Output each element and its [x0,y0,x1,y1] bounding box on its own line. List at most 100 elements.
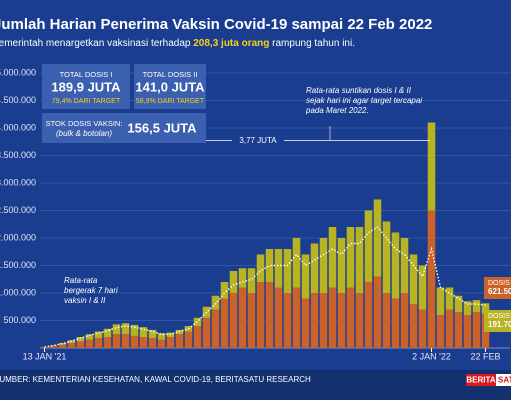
bar [157,333,166,340]
bar [364,282,373,348]
bar [139,337,148,348]
bar [301,298,310,348]
y-tick-label: 3.000.000 [0,177,36,187]
bar [211,295,220,310]
y-tick-label: 4.000.000 [0,122,36,132]
bar [220,298,229,348]
bar [391,298,400,348]
bar [481,303,490,314]
logo-right [496,374,511,386]
stock-value: 156,5 JUTA [127,120,197,135]
bar [256,282,265,348]
bar [193,326,202,348]
bar [337,293,346,348]
bar [238,287,247,348]
bar [454,312,463,348]
bar [292,238,301,288]
bar [463,301,472,315]
x-tick-label: 22 FEB [470,351,500,361]
y-tick-label: 2.000.000 [0,232,36,242]
bar [265,282,274,348]
bar [85,334,94,340]
bar [94,331,103,339]
bar [274,287,283,348]
average-note: Rata-rata bergerak 7 hari vaksin I & II [64,276,118,305]
stat-box [134,64,206,109]
bar [328,227,337,288]
stock-note: (bulk & botolan) [56,129,112,138]
chart-title: Jumlah Harian Penerima Vaksin Covid-19 s… [0,16,432,33]
bar [103,337,112,348]
bar [193,317,202,326]
bar [472,300,481,313]
bar [409,304,418,348]
bar [274,249,283,288]
bar [85,339,94,348]
bar [445,287,454,310]
bar [40,346,49,348]
bar [382,221,391,293]
bar [148,338,157,348]
bar [166,337,175,348]
bar [112,324,121,335]
bar [436,287,445,315]
bar [229,271,238,293]
average-line [44,226,486,348]
end-label-value: 191.700 [488,320,511,329]
bar [463,315,472,348]
bar [76,341,85,348]
stock-box [42,113,206,143]
y-tick-label: 1.500.000 [0,260,36,270]
bar [382,293,391,348]
bar [130,335,139,348]
bar [301,254,310,299]
bar [292,287,301,348]
bar [436,315,445,348]
bar [319,293,328,348]
footer [0,370,511,400]
reference-label-bg [232,134,284,147]
stock-label: STOK DOSIS VAKSIN: [46,119,123,128]
source: SUMBER: KEMENTERIAN KESEHATAN, KAWAL COV… [0,375,311,384]
end-label-value: 621.500 [488,287,511,296]
bar [247,268,256,293]
bar [346,287,355,348]
bar [76,337,85,342]
reference-note-box: Rata-rata suntikan dosis I & II sejak ha… [306,86,422,115]
bar [211,309,220,348]
bar [238,268,247,288]
x-tick-label: 13 JAN '21 [23,351,67,361]
bar [355,227,364,293]
stat-value: 189,9 JUTA [51,79,121,94]
logo-text: SATU [498,376,511,385]
end-label-box [484,310,511,332]
bar [121,334,130,348]
bar [427,122,436,211]
bar [49,345,58,348]
bar [283,249,292,293]
bar [220,282,229,299]
bar [202,317,211,348]
bar [157,339,166,348]
bar [94,338,103,348]
bar [121,323,130,335]
bar [130,324,139,336]
y-tick-label: 2.500.000 [0,205,36,215]
bar [139,327,148,337]
bar [355,293,364,348]
logo-text: BERITA [466,376,495,385]
bar [328,287,337,348]
reference-label: 3,77 JUTA [239,136,277,145]
bar [112,334,121,348]
bar [373,199,382,277]
bar [373,276,382,348]
bar [400,238,409,293]
y-tick-label: 3.500.000 [0,150,36,160]
bar [202,306,211,318]
stat-note: 58,9% DARI TARGET [136,98,205,105]
bar [454,295,463,313]
bar [175,334,184,348]
bar [229,293,238,348]
bar [445,309,454,348]
